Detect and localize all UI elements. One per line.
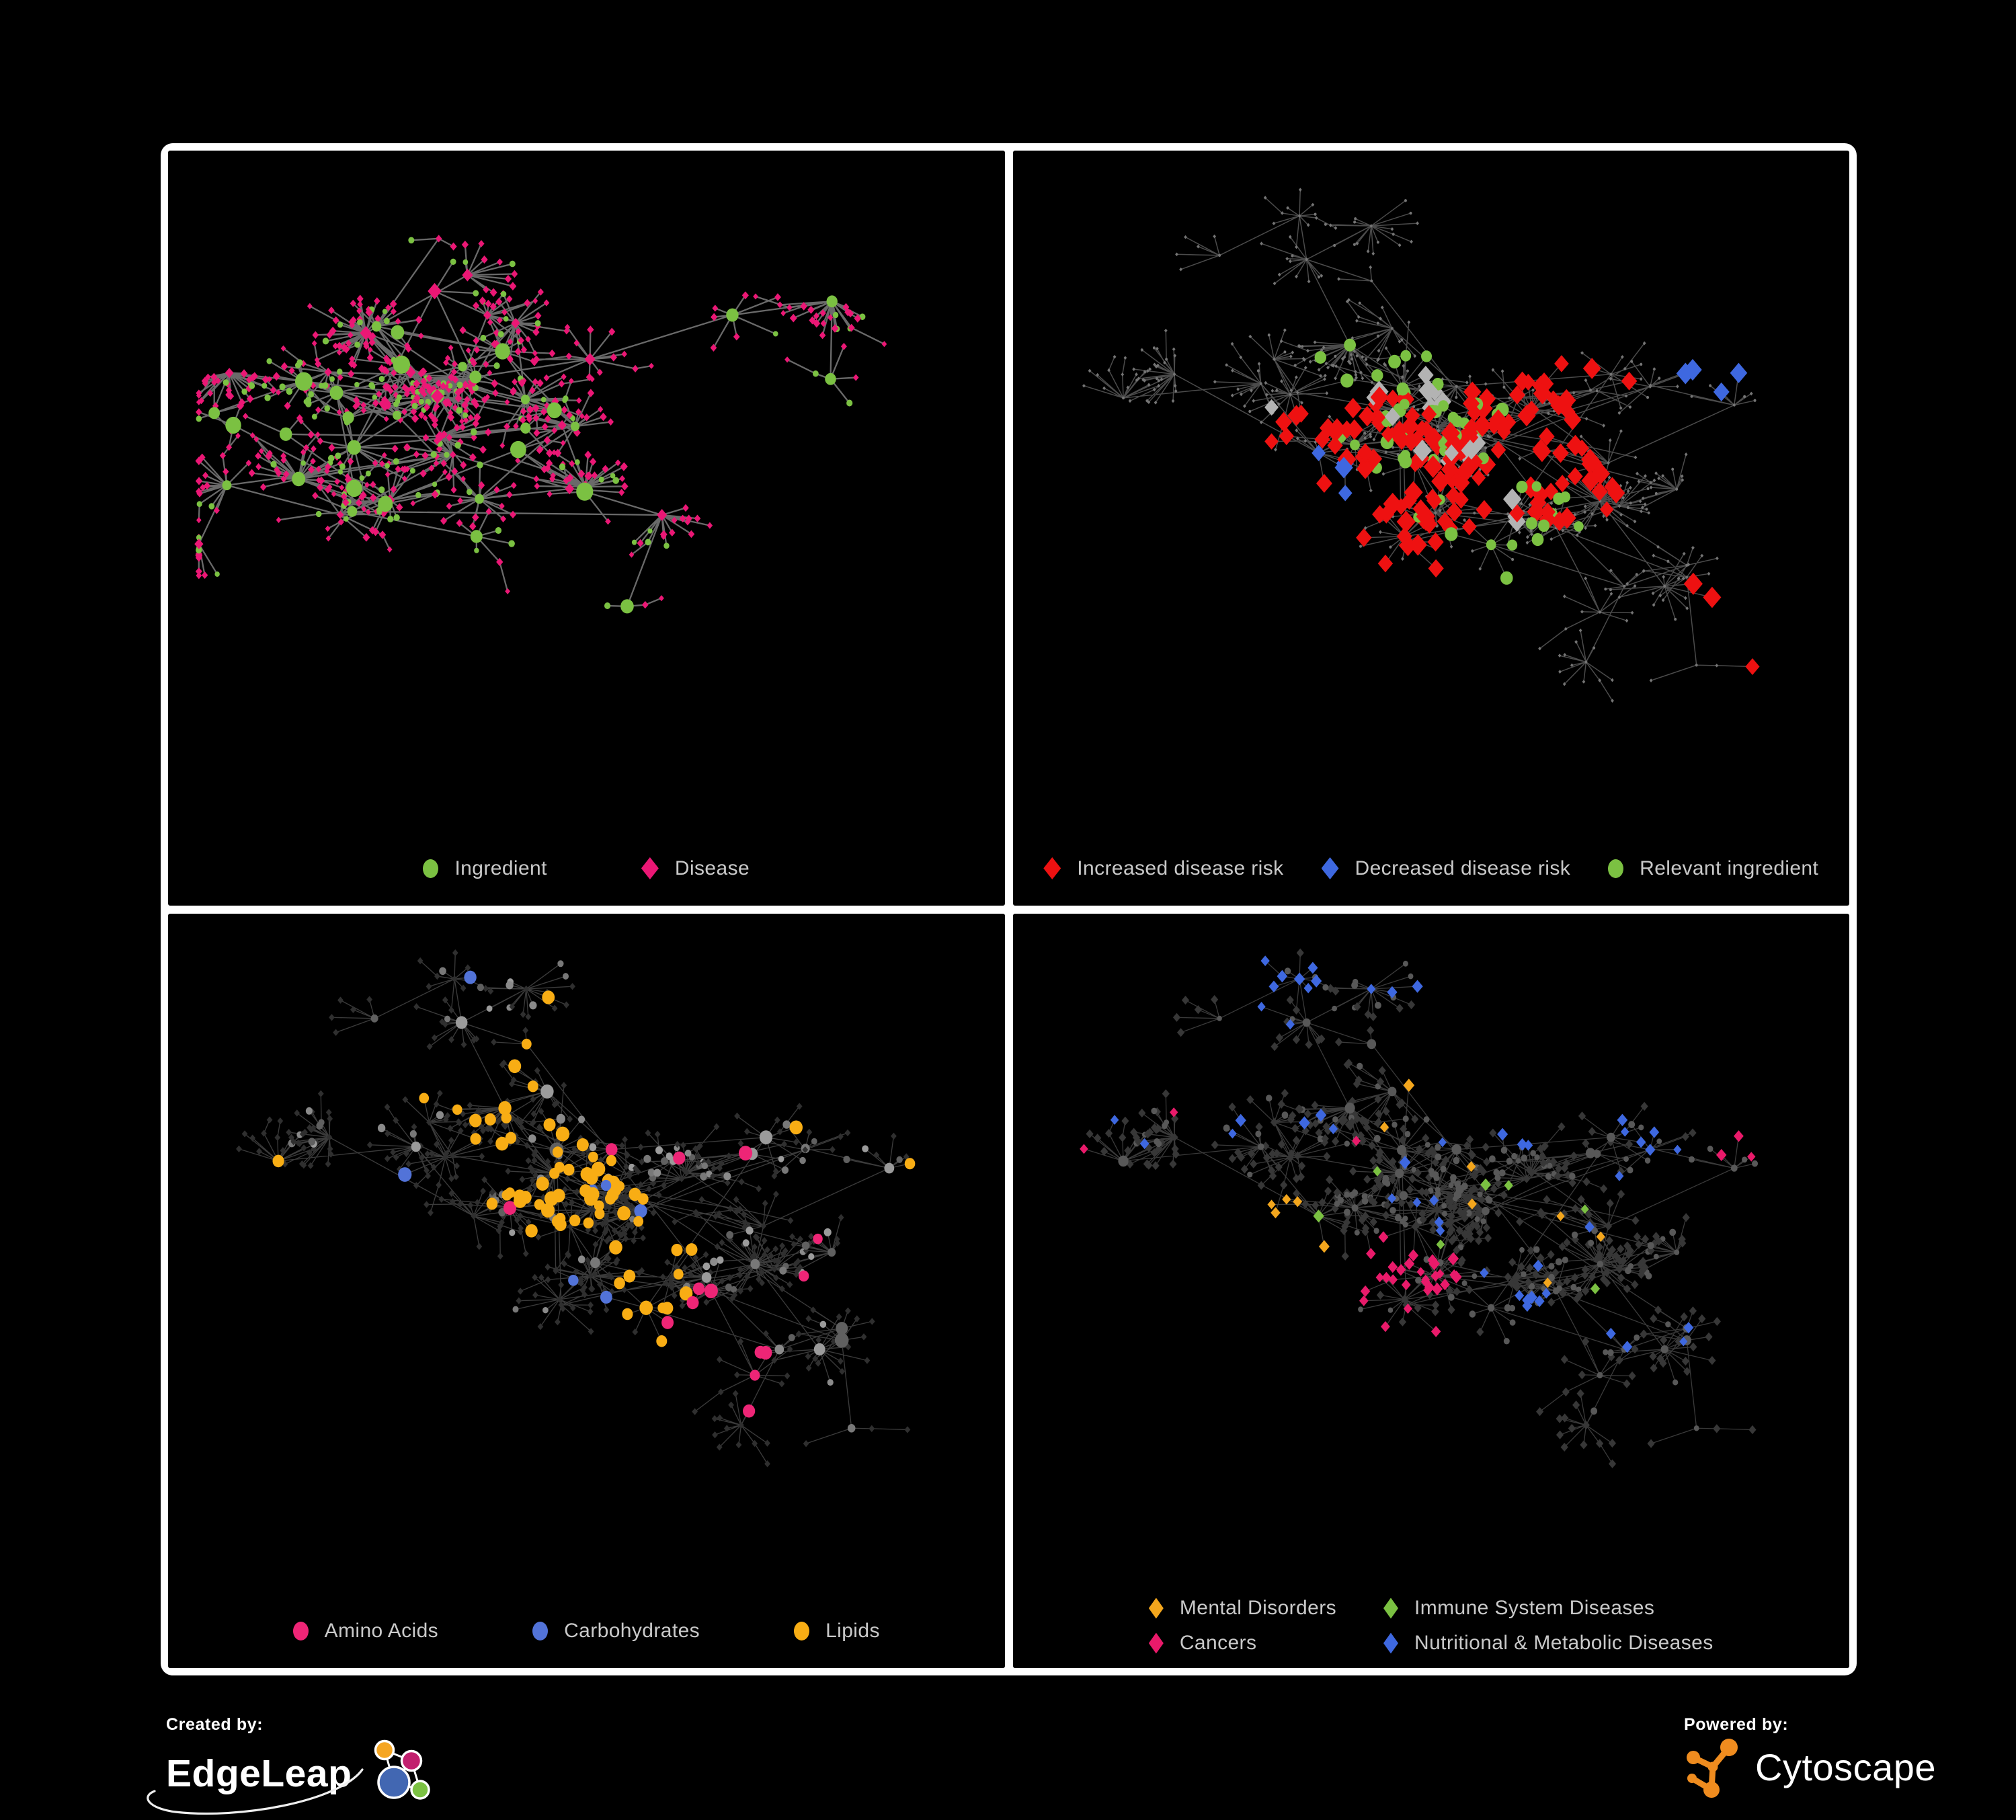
legend-label: Cancers <box>1179 1632 1257 1654</box>
circle-marker-icon <box>794 1622 810 1640</box>
legend-label: Disease <box>674 857 750 879</box>
legend-item-disease: Disease <box>641 857 750 880</box>
powered-by-label: Powered by: <box>1684 1715 1789 1734</box>
legend-label: Immune System Diseases <box>1414 1597 1655 1619</box>
legend-item-amino-acids: Amino Acids <box>292 1620 439 1643</box>
circle-marker-icon <box>423 859 439 878</box>
diamond-marker-icon <box>641 857 659 879</box>
circle-marker-icon <box>1608 859 1624 878</box>
legend-item-mental-disorders: Mental Disorders <box>1148 1597 1336 1620</box>
legend-ingredient-disease: Ingredient Disease <box>168 857 1005 880</box>
diamond-marker-icon <box>1043 857 1061 879</box>
edgeleap-node-magenta <box>401 1749 423 1772</box>
edgeleap-credit: Created by: EdgeLeap <box>147 1715 434 1815</box>
legend-item-cancers: Cancers <box>1148 1632 1336 1655</box>
edgeleap-wordmark: EdgeLeap <box>166 1752 352 1796</box>
panels-grid: Ingredient Disease Increased disease risk… <box>161 143 1857 1675</box>
legend-disease-risk: Increased disease risk Decreased disease … <box>1013 857 1850 880</box>
diamond-marker-icon <box>1148 1632 1164 1654</box>
diamond-marker-icon <box>1148 1597 1164 1619</box>
ingredient-disease-network-graph <box>194 235 887 614</box>
edgeleap-node-orange <box>374 1739 395 1761</box>
cytoscape-credit: Powered by: Cytoscape <box>1684 1715 1936 1798</box>
legend-item-relevant-ingredient: Relevant ingredient <box>1608 857 1818 880</box>
legend-label: Decreased disease risk <box>1355 857 1571 879</box>
nutrient-classes-network-graph <box>236 949 916 1467</box>
legend-item-decreased-disease-risk: Decreased disease risk <box>1321 857 1571 880</box>
legend-label: Increased disease risk <box>1077 857 1284 879</box>
legend-item-nutritional-metabolic-diseases: Nutritional & Metabolic Diseases <box>1383 1632 1713 1655</box>
panel-disease-classes: Mental Disorders Immune System Diseases Ca… <box>1012 913 1850 1668</box>
panel-disease-risk: Increased disease risk Decreased disease … <box>1012 151 1850 906</box>
cytoscape-wordmark: Cytoscape <box>1755 1745 1937 1788</box>
cytoscape-logo-nodes <box>1687 1739 1738 1798</box>
legend-label: Amino Acids <box>324 1620 439 1642</box>
edgeleap-node-blue <box>377 1766 411 1799</box>
legend-item-increased-disease-risk: Increased disease risk <box>1043 857 1283 880</box>
disease-risk-network-graph <box>1082 188 1760 703</box>
diamond-marker-icon <box>1321 857 1339 879</box>
legend-label: Lipids <box>825 1620 880 1642</box>
legend-item-immune-system-diseases: Immune System Diseases <box>1383 1597 1713 1620</box>
legend-item-lipids: Lipids <box>794 1620 880 1643</box>
panel-ingredient-disease: Ingredient Disease <box>168 151 1005 906</box>
legend-item-carbohydrates: Carbohydrates <box>532 1620 700 1643</box>
legend-label: Mental Disorders <box>1179 1597 1336 1619</box>
edgeleap-logo-icon <box>374 1739 431 1800</box>
legend-label: Ingredient <box>454 857 547 879</box>
diamond-marker-icon <box>1383 1597 1398 1619</box>
legend-disease-classes: Mental Disorders Immune System Diseases Ca… <box>1013 1597 1850 1655</box>
circle-marker-icon <box>532 1622 549 1640</box>
legend-item-ingredient: Ingredient <box>423 857 547 880</box>
created-by-label: Created by: <box>166 1715 264 1734</box>
legend-nutrient-classes: Amino Acids Carbohydrates Lipids <box>168 1620 1005 1643</box>
legend-label: Carbohydrates <box>564 1620 700 1642</box>
cytoscape-logo-icon <box>1687 1739 1738 1798</box>
panel-nutrient-classes: Amino Acids Carbohydrates Lipids <box>168 913 1005 1668</box>
legend-label: Relevant ingredient <box>1640 857 1819 879</box>
disease-classes-network-graph <box>1079 948 1758 1468</box>
circle-marker-icon <box>292 1622 309 1640</box>
diamond-marker-icon <box>1383 1632 1398 1654</box>
edgeleap-node-green <box>410 1780 431 1800</box>
legend-label: Nutritional & Metabolic Diseases <box>1414 1632 1713 1654</box>
